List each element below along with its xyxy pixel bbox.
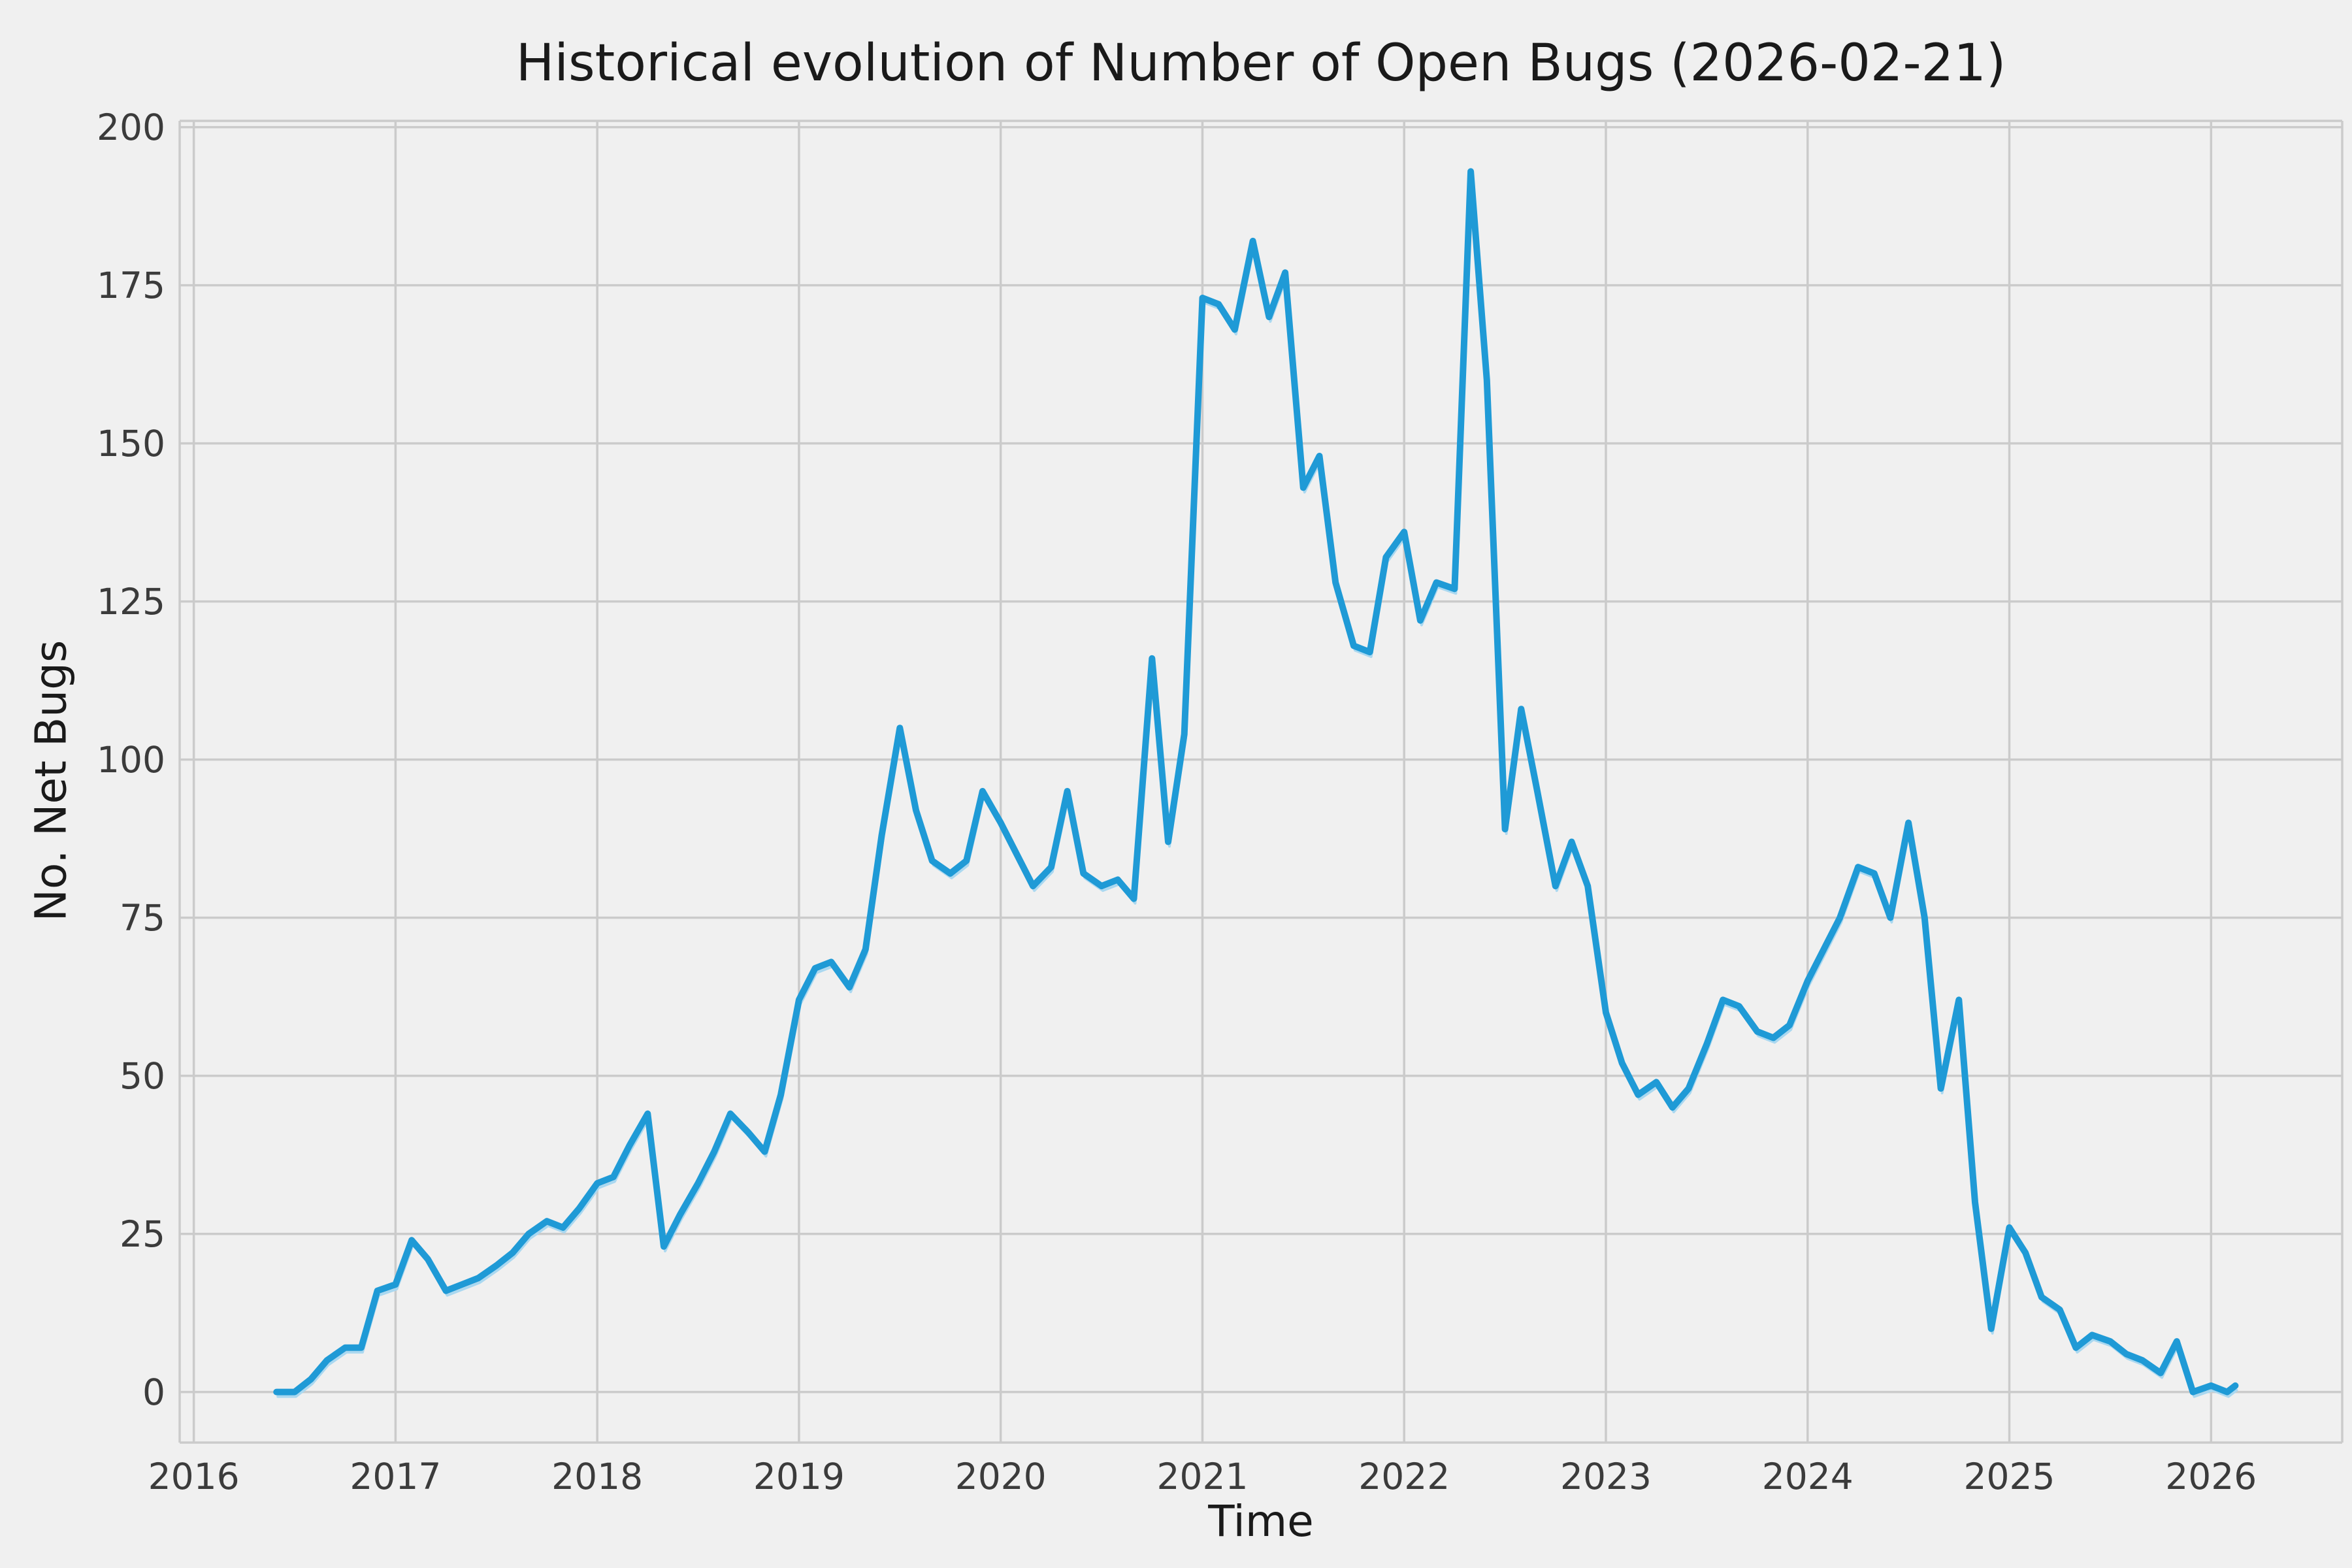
x-tick-label: 2018 — [551, 1456, 644, 1497]
y-tick-label: 100 — [97, 738, 165, 781]
x-tick-label: 2026 — [2165, 1456, 2257, 1497]
y-tick-label: 0 — [142, 1371, 165, 1413]
x-tick-label: 2019 — [753, 1456, 845, 1497]
y-axis-label: No. Net Bugs — [25, 640, 76, 922]
x-tick-label: 2024 — [1761, 1456, 1854, 1497]
x-tick-label: 2022 — [1358, 1456, 1450, 1497]
y-tick-label: 125 — [97, 580, 165, 623]
x-tick-label: 2023 — [1560, 1456, 1652, 1497]
y-tick-label: 150 — [97, 422, 165, 465]
y-tick-label: 25 — [120, 1213, 165, 1255]
series-line-open-bugs — [273, 168, 2239, 1396]
y-tick-label: 175 — [97, 264, 165, 306]
y-tick-label: 200 — [97, 106, 165, 148]
y-tick-label: 75 — [120, 896, 165, 939]
x-tick-label: 2021 — [1156, 1456, 1249, 1497]
y-tick-label: 50 — [120, 1054, 165, 1097]
x-tick-label: 2020 — [955, 1456, 1047, 1497]
chart-title: Historical evolution of Number of Open B… — [515, 34, 2006, 93]
x-axis-label: Time — [1208, 1496, 1314, 1546]
x-tick-label: 2016 — [148, 1456, 240, 1497]
x-tick-label: 2017 — [350, 1456, 442, 1497]
x-tick-label: 2025 — [1963, 1456, 2055, 1497]
